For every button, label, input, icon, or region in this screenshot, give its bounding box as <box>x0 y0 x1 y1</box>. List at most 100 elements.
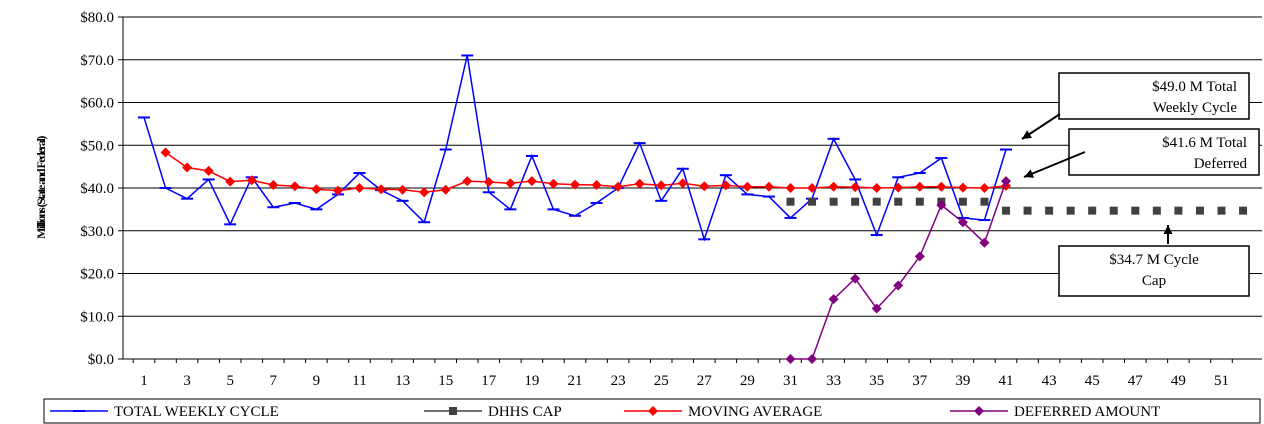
x-tick-label: 39 <box>955 373 970 389</box>
y-tick-labels: $0.0 $10.0 $20.0 $30.0 $40.0 $50.0 $60.0 $70.0 $… <box>80 10 114 368</box>
annotation-frame <box>1058 72 1250 120</box>
data-point <box>225 176 236 187</box>
data-point <box>332 185 343 196</box>
data-point <box>850 273 861 284</box>
data-point <box>786 197 795 206</box>
data-point <box>677 178 688 189</box>
annotation-line: Deferred <box>1194 156 1248 172</box>
y-tick-label: $50.0 <box>80 138 114 154</box>
data-point <box>785 354 796 364</box>
legend-marker <box>974 406 984 416</box>
x-tick-label: 5 <box>226 373 234 389</box>
data-point <box>893 182 904 193</box>
legend-marker <box>449 407 457 415</box>
x-tick-label: 41 <box>999 373 1014 389</box>
series-line <box>790 180 1007 360</box>
data-point <box>1066 206 1075 215</box>
data-point <box>160 147 171 158</box>
annotation-arrow <box>1023 151 1086 178</box>
series-line <box>143 55 1007 242</box>
data-point <box>354 183 365 193</box>
x-tick-label: 1 <box>140 373 148 389</box>
y-tick-label: $30.0 <box>80 224 114 240</box>
series-deferred-amount <box>785 176 1011 364</box>
data-point <box>829 197 838 206</box>
annotation-box: $41.6 M Total Deferred <box>1023 128 1260 178</box>
legend-label: DHHS CAP <box>488 404 562 420</box>
x-tick-label: 27 <box>697 373 713 389</box>
legend-label: TOTAL WEEKLY CYCLE <box>114 404 279 420</box>
data-point <box>591 180 602 191</box>
annotation-line: $34.7 M Cycle <box>1109 252 1199 268</box>
data-point <box>462 176 473 187</box>
data-point <box>763 181 774 192</box>
data-point <box>936 200 947 211</box>
data-point <box>203 165 214 176</box>
x-tick-label: 17 <box>481 373 497 389</box>
x-tick-label: 3 <box>183 373 191 389</box>
series-dhhs-cap <box>786 197 1248 215</box>
data-point <box>893 280 904 291</box>
x-tick-label: 37 <box>912 373 928 389</box>
x-tick-label: 29 <box>740 373 755 389</box>
data-point <box>936 181 947 192</box>
data-point <box>634 178 645 189</box>
data-point <box>871 303 882 314</box>
annotation-line: $41.6 M Total <box>1162 135 1247 151</box>
x-tick-label: 25 <box>654 373 669 389</box>
data-point <box>1239 206 1248 215</box>
arrow-head <box>1163 225 1173 234</box>
x-tick-label: 31 <box>783 373 798 389</box>
y-tick-label: $0.0 <box>88 352 114 368</box>
x-tick-label: 15 <box>438 373 453 389</box>
data-point <box>979 183 990 193</box>
x-tick-label: 23 <box>611 373 626 389</box>
data-point <box>914 251 925 262</box>
data-point <box>914 181 925 192</box>
x-tick-label: 33 <box>826 373 841 389</box>
data-point <box>1174 206 1183 215</box>
data-point <box>1088 206 1097 215</box>
legend-marker <box>648 406 658 416</box>
y-tick-label: $10.0 <box>80 309 114 325</box>
legend-label: DEFERRED AMOUNT <box>1014 404 1160 420</box>
x-tick-labels: 1 3 5 7 9 11 13 15 17 19 21 23 25 27 29 31 33 35 37 39 41 43 4… <box>140 373 1229 389</box>
data-point <box>505 178 516 189</box>
x-tick-label: 11 <box>352 373 366 389</box>
data-point <box>613 181 624 192</box>
y-tick-label: $70.0 <box>80 53 114 69</box>
annotation-box: $34.7 M Cycle Cap <box>1058 225 1250 297</box>
x-tick-label: 51 <box>1214 373 1229 389</box>
data-point <box>440 184 451 195</box>
data-point <box>894 197 903 206</box>
x-tick-label: 47 <box>1128 373 1144 389</box>
series-line <box>165 151 1007 194</box>
data-point <box>785 183 796 193</box>
data-point <box>957 217 968 228</box>
series-moving-average <box>160 147 1011 198</box>
data-point <box>656 180 667 191</box>
data-point <box>957 182 968 193</box>
y-axis-label: Millions (State and Federal) <box>34 136 48 239</box>
annotation-line: $49.0 M Total <box>1152 79 1237 95</box>
data-point <box>419 187 430 198</box>
data-point <box>828 181 839 192</box>
data-point <box>742 181 753 192</box>
y-tick-label: $60.0 <box>80 96 114 112</box>
x-tick-label: 21 <box>568 373 583 389</box>
data-point <box>1152 206 1161 215</box>
series-total-weekly-cycle <box>138 54 1012 242</box>
annotation-frame <box>1068 128 1260 176</box>
data-point <box>915 197 924 206</box>
data-point <box>720 180 731 191</box>
annotation-frame <box>1058 245 1250 297</box>
x-tick-label: 35 <box>869 373 884 389</box>
data-point <box>1109 206 1118 215</box>
data-point <box>828 294 839 305</box>
data-point <box>807 354 818 364</box>
data-point <box>246 175 257 186</box>
data-point <box>1001 176 1011 187</box>
data-point <box>376 184 387 195</box>
data-point <box>548 178 559 189</box>
y-tick-label: $20.0 <box>80 267 114 283</box>
